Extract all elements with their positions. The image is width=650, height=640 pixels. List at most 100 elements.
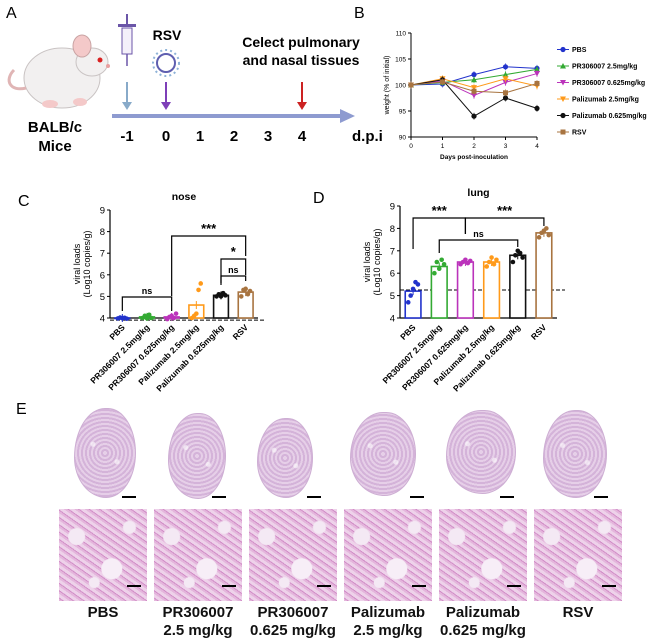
data-point — [513, 252, 518, 258]
significance-label: ns — [228, 265, 239, 275]
legend-label: RSV — [572, 130, 587, 137]
x-tick-label: 3 — [504, 143, 508, 150]
bar — [509, 254, 527, 319]
scale-bar — [122, 496, 136, 498]
y-tick-label: 5 — [390, 291, 395, 302]
data-point — [439, 257, 444, 263]
scale-bar — [222, 585, 236, 587]
tissue-overview-pr-0-625 — [257, 418, 313, 498]
micrograph-pr-0-625 — [249, 509, 337, 601]
panel-b-weight-chart: 90 95 100 105 110 0 1 2 3 4 Days post-inoculation w… — [384, 31, 540, 161]
data-point — [486, 259, 492, 265]
significance-bracket — [464, 217, 545, 234]
chart-title: lung — [467, 187, 489, 199]
micrograph-pal-0-625 — [439, 509, 527, 601]
data-point — [520, 255, 525, 260]
data-point — [223, 293, 228, 298]
tissue-overview-pbs — [74, 408, 136, 498]
legend-label: Palizumab 2.5mg/kg — [572, 97, 639, 104]
mouse-label-2: Mice — [38, 138, 71, 155]
scale-bar — [410, 496, 424, 498]
timeline-tick-label: 3 — [264, 128, 272, 145]
timeline-ticks: -1 0 1 2 3 4 — [120, 128, 307, 145]
group-label-pr-2-5: PR306007 2.5 mg/kg — [162, 604, 234, 639]
data-point — [198, 281, 204, 286]
y-tick-label: 8 — [100, 227, 105, 238]
scale-bar — [602, 585, 616, 587]
significance-bracket — [220, 275, 247, 285]
data-point — [415, 282, 421, 287]
data-point — [440, 79, 445, 85]
x-tick-label: 2 — [472, 143, 476, 150]
y-axis-title: (Log10 copies/g) — [82, 230, 92, 297]
y-axis-title: viral loads — [362, 241, 372, 282]
chart-title: nose — [172, 191, 197, 203]
data-point — [245, 291, 251, 297]
x-tick-label: 4 — [535, 143, 539, 150]
y-tick-label: 4 — [100, 314, 105, 325]
y-tick-label: 4 — [390, 314, 395, 325]
timeline-arrowhead — [340, 109, 355, 123]
timeline-tick-label: 4 — [298, 128, 307, 145]
panel-letter-c: C — [18, 193, 30, 210]
y-tick-label: 90 — [399, 135, 407, 142]
y-tick-label: 95 — [399, 109, 407, 116]
category-label: PBS — [398, 322, 418, 342]
mouse-illustration — [7, 34, 110, 109]
data-point — [491, 261, 497, 267]
data-point — [503, 90, 508, 96]
significance-label: *** — [432, 203, 448, 218]
data-point — [171, 315, 177, 321]
timeline-tick-label: -1 — [120, 128, 133, 145]
data-point — [544, 226, 549, 231]
data-point — [432, 270, 437, 276]
data-point — [408, 293, 413, 298]
data-point — [534, 71, 540, 77]
significance-bracket — [121, 296, 173, 311]
data-point — [536, 235, 542, 240]
y-tick-label: 5 — [100, 292, 105, 303]
significance-label: *** — [497, 203, 513, 218]
tissue-overview-pal-0-625 — [446, 410, 516, 494]
data-point — [484, 264, 490, 269]
legend-label: PR306007 0.625mg/kg — [572, 80, 645, 87]
timeline-tick-label: 2 — [230, 128, 238, 145]
panel-letter-e: E — [16, 401, 27, 418]
category-label: PBS — [107, 322, 127, 342]
data-point — [546, 232, 552, 238]
significance-label: ns — [142, 286, 153, 296]
bar — [404, 290, 422, 319]
micrograph-pbs — [59, 509, 147, 601]
mouse-label-1: BALB/c — [28, 119, 82, 136]
scale-bar — [507, 585, 521, 587]
data-point — [494, 257, 499, 263]
y-tick-label: 7 — [100, 249, 105, 260]
group-label-pbs: PBS — [87, 604, 119, 621]
data-point — [510, 259, 516, 265]
panel-d-lung-chart: 4 5 6 7 8 9 lung viral loads (Log10 copies/g) PBS… — [362, 187, 565, 394]
y-tick-label: 105 — [395, 57, 406, 64]
data-point — [534, 105, 540, 111]
data-point — [196, 287, 201, 293]
y-tick-label: 8 — [390, 224, 395, 235]
timeline-unit: d.p.i — [352, 128, 383, 145]
significance-bracket — [171, 235, 247, 296]
data-point — [534, 66, 540, 72]
y-tick-label: 9 — [100, 206, 105, 217]
category-label: RSV — [231, 322, 251, 342]
data-point — [489, 255, 494, 260]
y-tick-label: 100 — [395, 83, 406, 90]
data-point — [218, 294, 224, 299]
data-point — [410, 286, 416, 292]
panel-letter-a: A — [6, 5, 17, 22]
tissue-overview-pal-2-5 — [350, 412, 416, 496]
significance-bracket — [438, 239, 519, 253]
panel-c-nose-chart: 4 5 6 7 8 9 nose viral loads (Log10 copies/g) PBS… — [72, 191, 266, 394]
virus-label: RSV — [153, 27, 182, 43]
syringe-icon — [118, 14, 136, 66]
scale-bar — [212, 496, 226, 498]
data-point — [146, 312, 152, 318]
bar — [456, 261, 475, 319]
data-point — [467, 258, 473, 264]
data-point — [238, 294, 244, 299]
